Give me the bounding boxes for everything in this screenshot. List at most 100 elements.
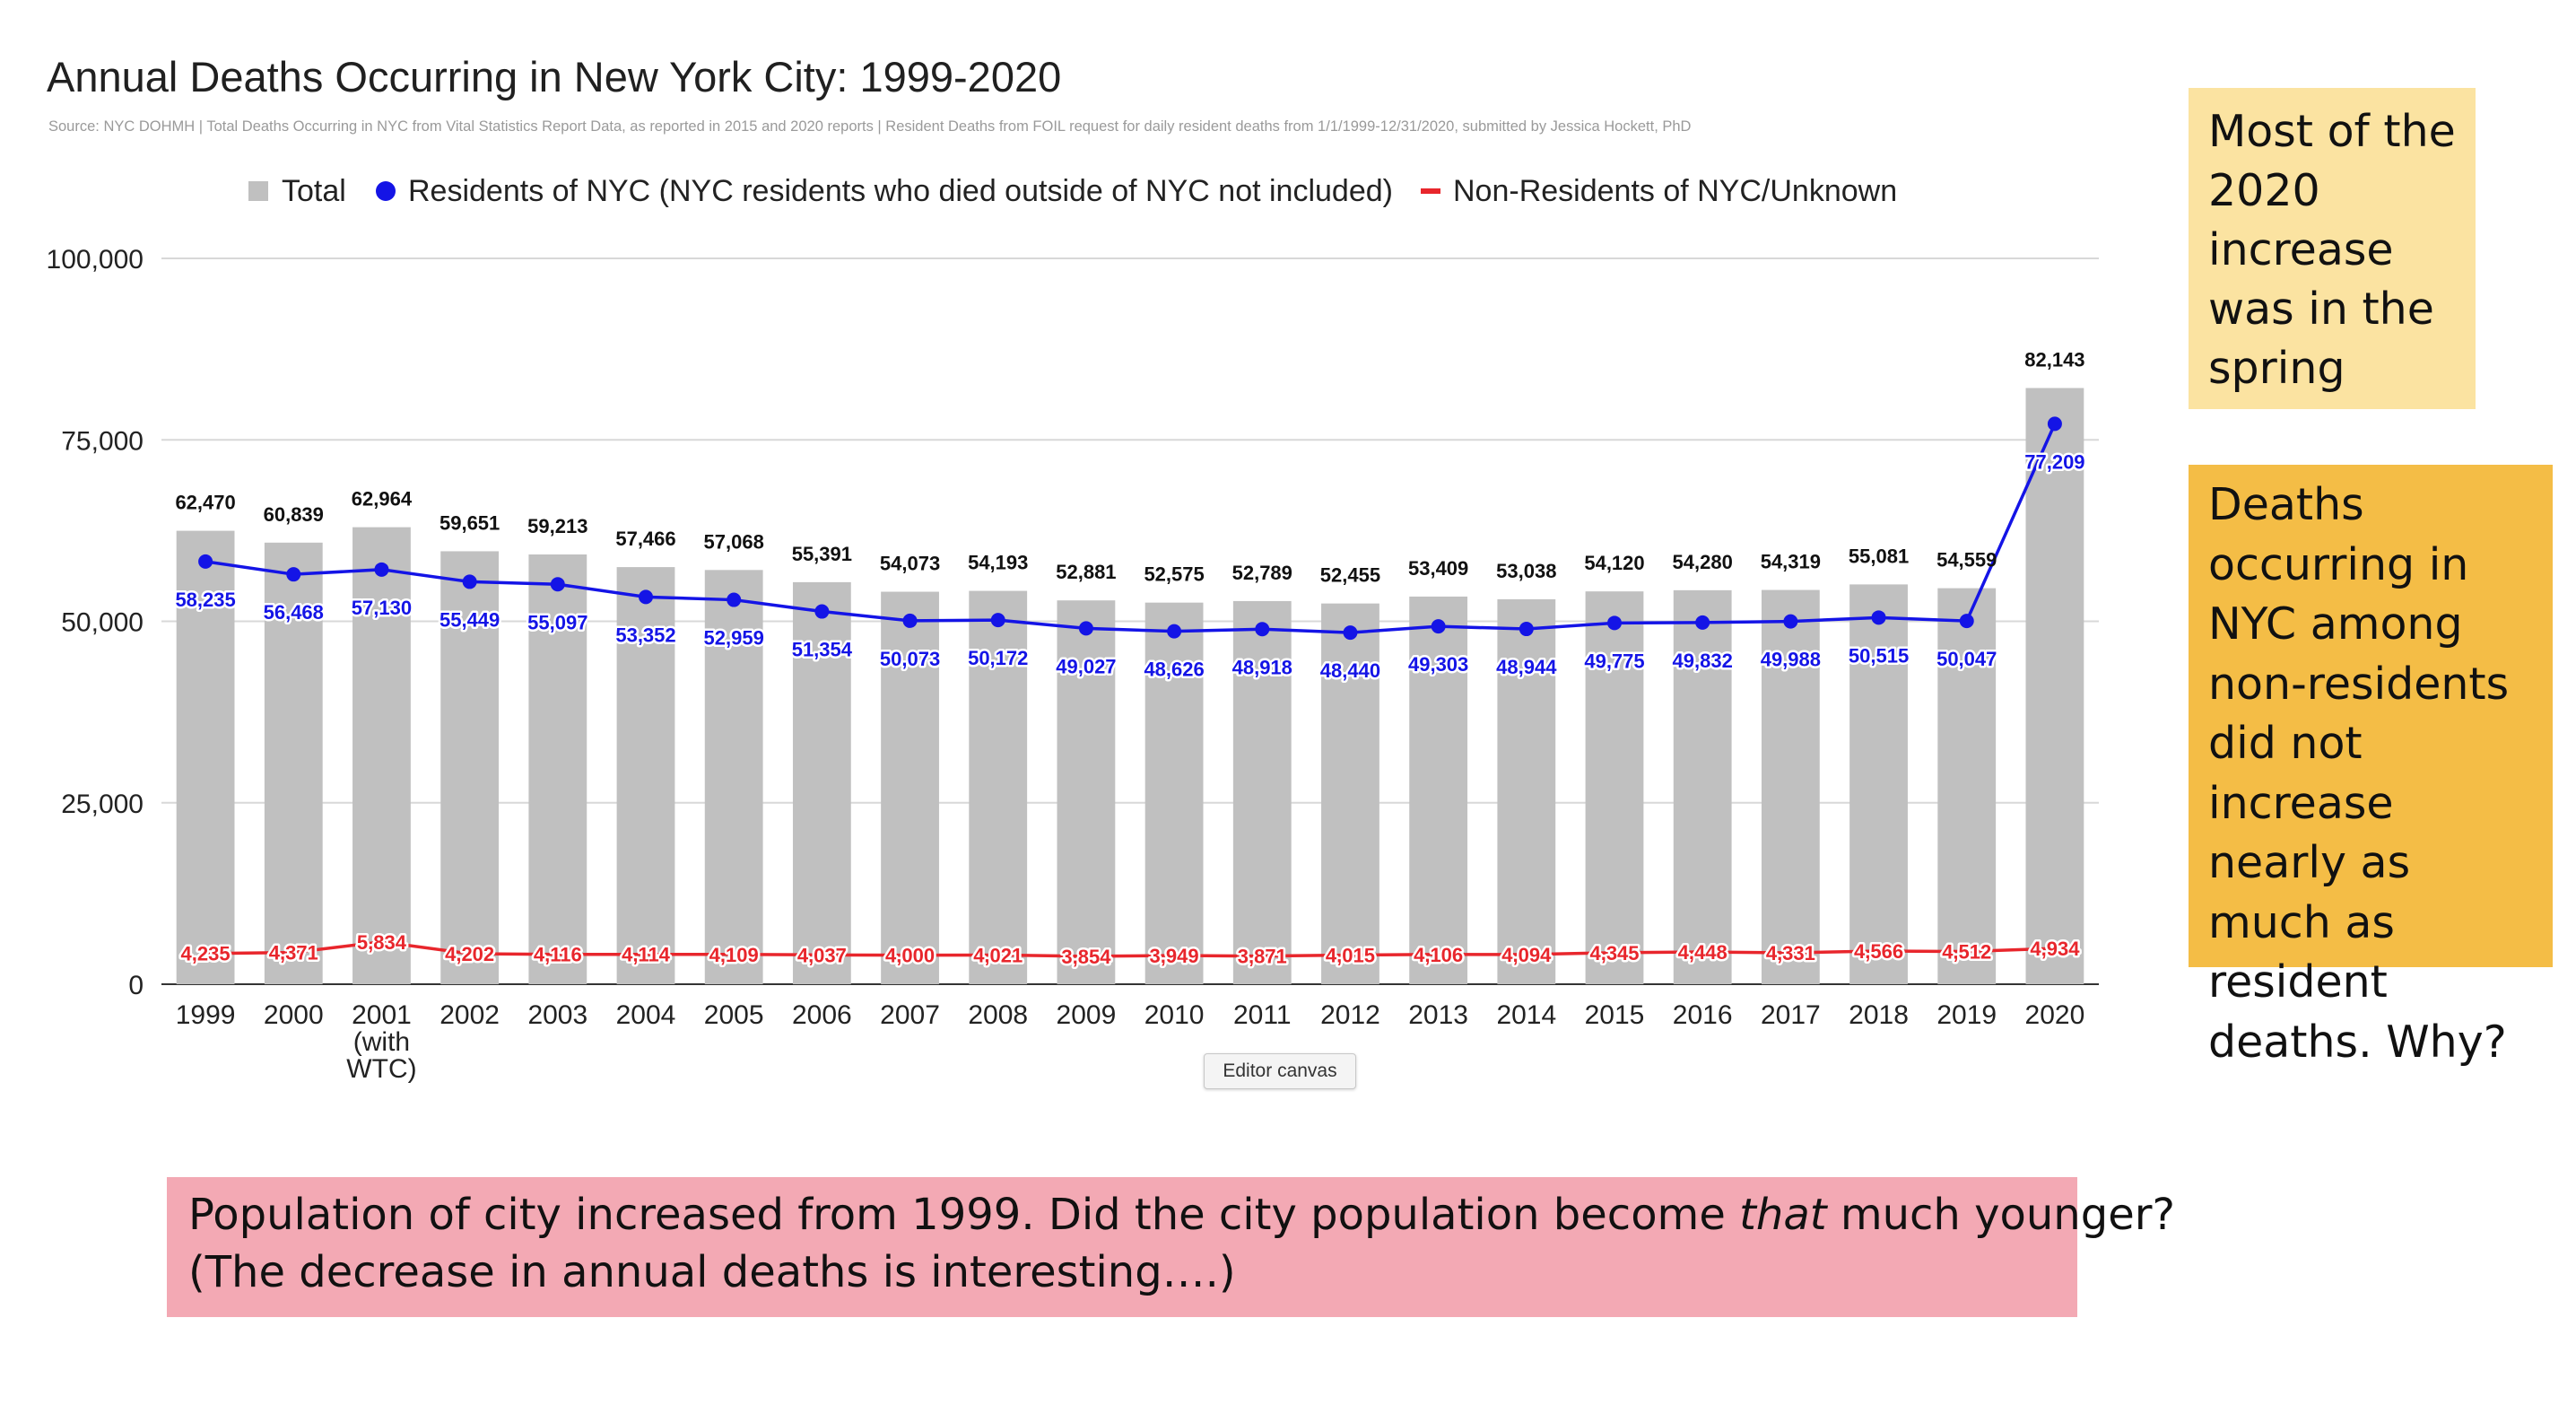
residents-point: [374, 562, 389, 577]
bar-total: [1937, 588, 1997, 984]
residents-value-label: 51,354: [792, 639, 853, 661]
residents-value-label: 57,130: [352, 597, 412, 619]
non-residents-value-label: 4,202: [445, 943, 494, 965]
x-tick-label-line: 2006: [792, 1000, 852, 1030]
residents-point: [814, 604, 830, 619]
x-tick-label-line: 2005: [704, 1000, 764, 1030]
x-tick-label: 2006: [792, 1000, 852, 1030]
residents-value-label: 50,047: [1936, 648, 1997, 670]
x-tick-label: 2011: [1233, 1000, 1292, 1030]
residents-point: [1959, 614, 1974, 629]
x-tick-label-line: 2004: [616, 1000, 676, 1030]
bar-total: [616, 567, 675, 984]
chart-title: Annual Deaths Occurring in New York City…: [47, 53, 1062, 100]
x-tick-label: 2003: [527, 1000, 587, 1030]
residents-value-label: 49,832: [1673, 650, 1733, 672]
non-residents-value-label: 3,949: [1150, 945, 1199, 967]
residents-value-label: 52,959: [704, 627, 764, 650]
non-residents-value-label: 4,345: [1589, 942, 1639, 964]
note-emphasis: that: [1739, 1190, 1827, 1240]
non-residents-value-label: 4,934: [2030, 938, 2080, 960]
residents-value-label: 50,172: [968, 647, 1028, 669]
note-population-line2: (The decrease in annual deaths is intere…: [188, 1247, 1236, 1297]
bar-total: [969, 590, 1028, 984]
residents-point: [1871, 610, 1886, 625]
x-tick-label-line: 2010: [1144, 1000, 1205, 1030]
residents-point: [639, 589, 653, 605]
legend-label-non-residents: Non-Residents of NYC/Unknown: [1453, 174, 1897, 208]
residents-point: [1607, 615, 1622, 631]
non-residents-value-label: 4,021: [973, 944, 1023, 966]
x-tick-label: 2019: [1936, 1000, 1997, 1030]
x-tick-label-line: 2002: [439, 1000, 500, 1030]
non-residents-line: [205, 940, 2055, 958]
bar-total: [176, 530, 235, 984]
residents-value-label: 58,235: [175, 589, 235, 611]
residents-value-label: 56,468: [264, 601, 324, 624]
editor-canvas-tag[interactable]: Editor canvas: [1204, 1053, 1356, 1089]
non-residents-value-label: 5,834: [357, 931, 407, 954]
note-spring-increase: Most of the 2020 increase was in the spr…: [2189, 88, 2476, 409]
non-residents-value-label: 4,512: [1942, 940, 1991, 963]
total-value-label: 54,280: [1673, 551, 1733, 573]
x-tick-label-line: WTC): [346, 1054, 416, 1084]
residents-point: [198, 554, 213, 569]
residents-line: [205, 423, 2057, 634]
x-axis-ticks: 1999 2000 2001 (with WTC) 2002 2003 2004 2005 200…: [176, 1000, 2085, 1084]
legend-swatch-non-residents: [1421, 188, 1440, 194]
residents-point: [1519, 622, 1534, 637]
residents-point: [1078, 621, 1093, 636]
residents-value-label: 48,944: [1496, 656, 1557, 678]
total-value-label: 54,120: [1584, 552, 1644, 574]
total-value-label: 54,073: [880, 553, 940, 575]
x-tick-label-line: 2020: [2025, 1000, 2085, 1030]
x-tick-label-line: 2015: [1585, 1000, 1645, 1030]
total-value-label: 54,559: [1936, 549, 1997, 572]
bar-total: [1409, 596, 1468, 984]
residents-value-label: 48,626: [1144, 659, 1204, 681]
x-tick-label: 2014: [1496, 1000, 1556, 1030]
legend-swatch-total: [248, 181, 268, 201]
x-tick-label: 2008: [968, 1000, 1028, 1030]
total-value-label: 52,881: [1056, 561, 1116, 583]
bar-total: [440, 551, 500, 984]
residents-point: [727, 592, 742, 607]
x-tick-label: 2004: [616, 1000, 676, 1030]
residents-value-label: 48,918: [1232, 656, 1292, 678]
x-tick-label-line: 2007: [880, 1000, 940, 1030]
non-residents-value-label: 3,854: [1061, 946, 1111, 968]
x-tick-label: 2001 (with WTC): [346, 1000, 416, 1084]
bar-total: [1144, 602, 1204, 984]
x-tick-label-line: 2014: [1496, 1000, 1556, 1030]
total-value-label: 62,470: [175, 492, 235, 514]
legend: Total Residents of NYC (NYC residents who…: [248, 174, 1897, 208]
residents-value-label: 77,209: [2024, 450, 2084, 473]
line-series: [198, 416, 2062, 958]
total-value-label: 60,839: [264, 503, 324, 526]
total-value-label: 59,651: [439, 511, 500, 534]
x-tick-label: 2007: [880, 1000, 940, 1030]
x-tick-label-line: 2008: [968, 1000, 1028, 1030]
bar-series: [176, 388, 2084, 984]
x-tick-label: 2009: [1057, 1000, 1117, 1030]
non-residents-value-label: 4,235: [181, 943, 231, 965]
total-value-label: 57,466: [615, 528, 675, 550]
residents-value-label: 50,515: [1849, 644, 1909, 667]
residents-value-label: 55,097: [527, 611, 587, 633]
x-tick-label: 2017: [1761, 1000, 1821, 1030]
residents-point: [1783, 614, 1798, 629]
bar-total: [1497, 598, 1556, 984]
y-tick-label: 100,000: [47, 245, 144, 275]
total-value-label: 59,213: [527, 515, 587, 537]
bar-total: [792, 581, 851, 984]
x-tick-label: 2015: [1585, 1000, 1645, 1030]
x-tick-label-line: 2013: [1408, 1000, 1468, 1030]
y-tick-label: 0: [128, 971, 144, 1000]
x-tick-label: 1999: [176, 1000, 236, 1030]
note-population-question: Population of city increased from 1999. …: [167, 1177, 2175, 1317]
non-residents-value-label: 4,106: [1414, 944, 1463, 966]
x-tick-label-line: 2016: [1673, 1000, 1733, 1030]
bar-total: [1321, 603, 1379, 984]
legend-label-residents: Residents of NYC (NYC residents who died…: [408, 174, 1393, 208]
